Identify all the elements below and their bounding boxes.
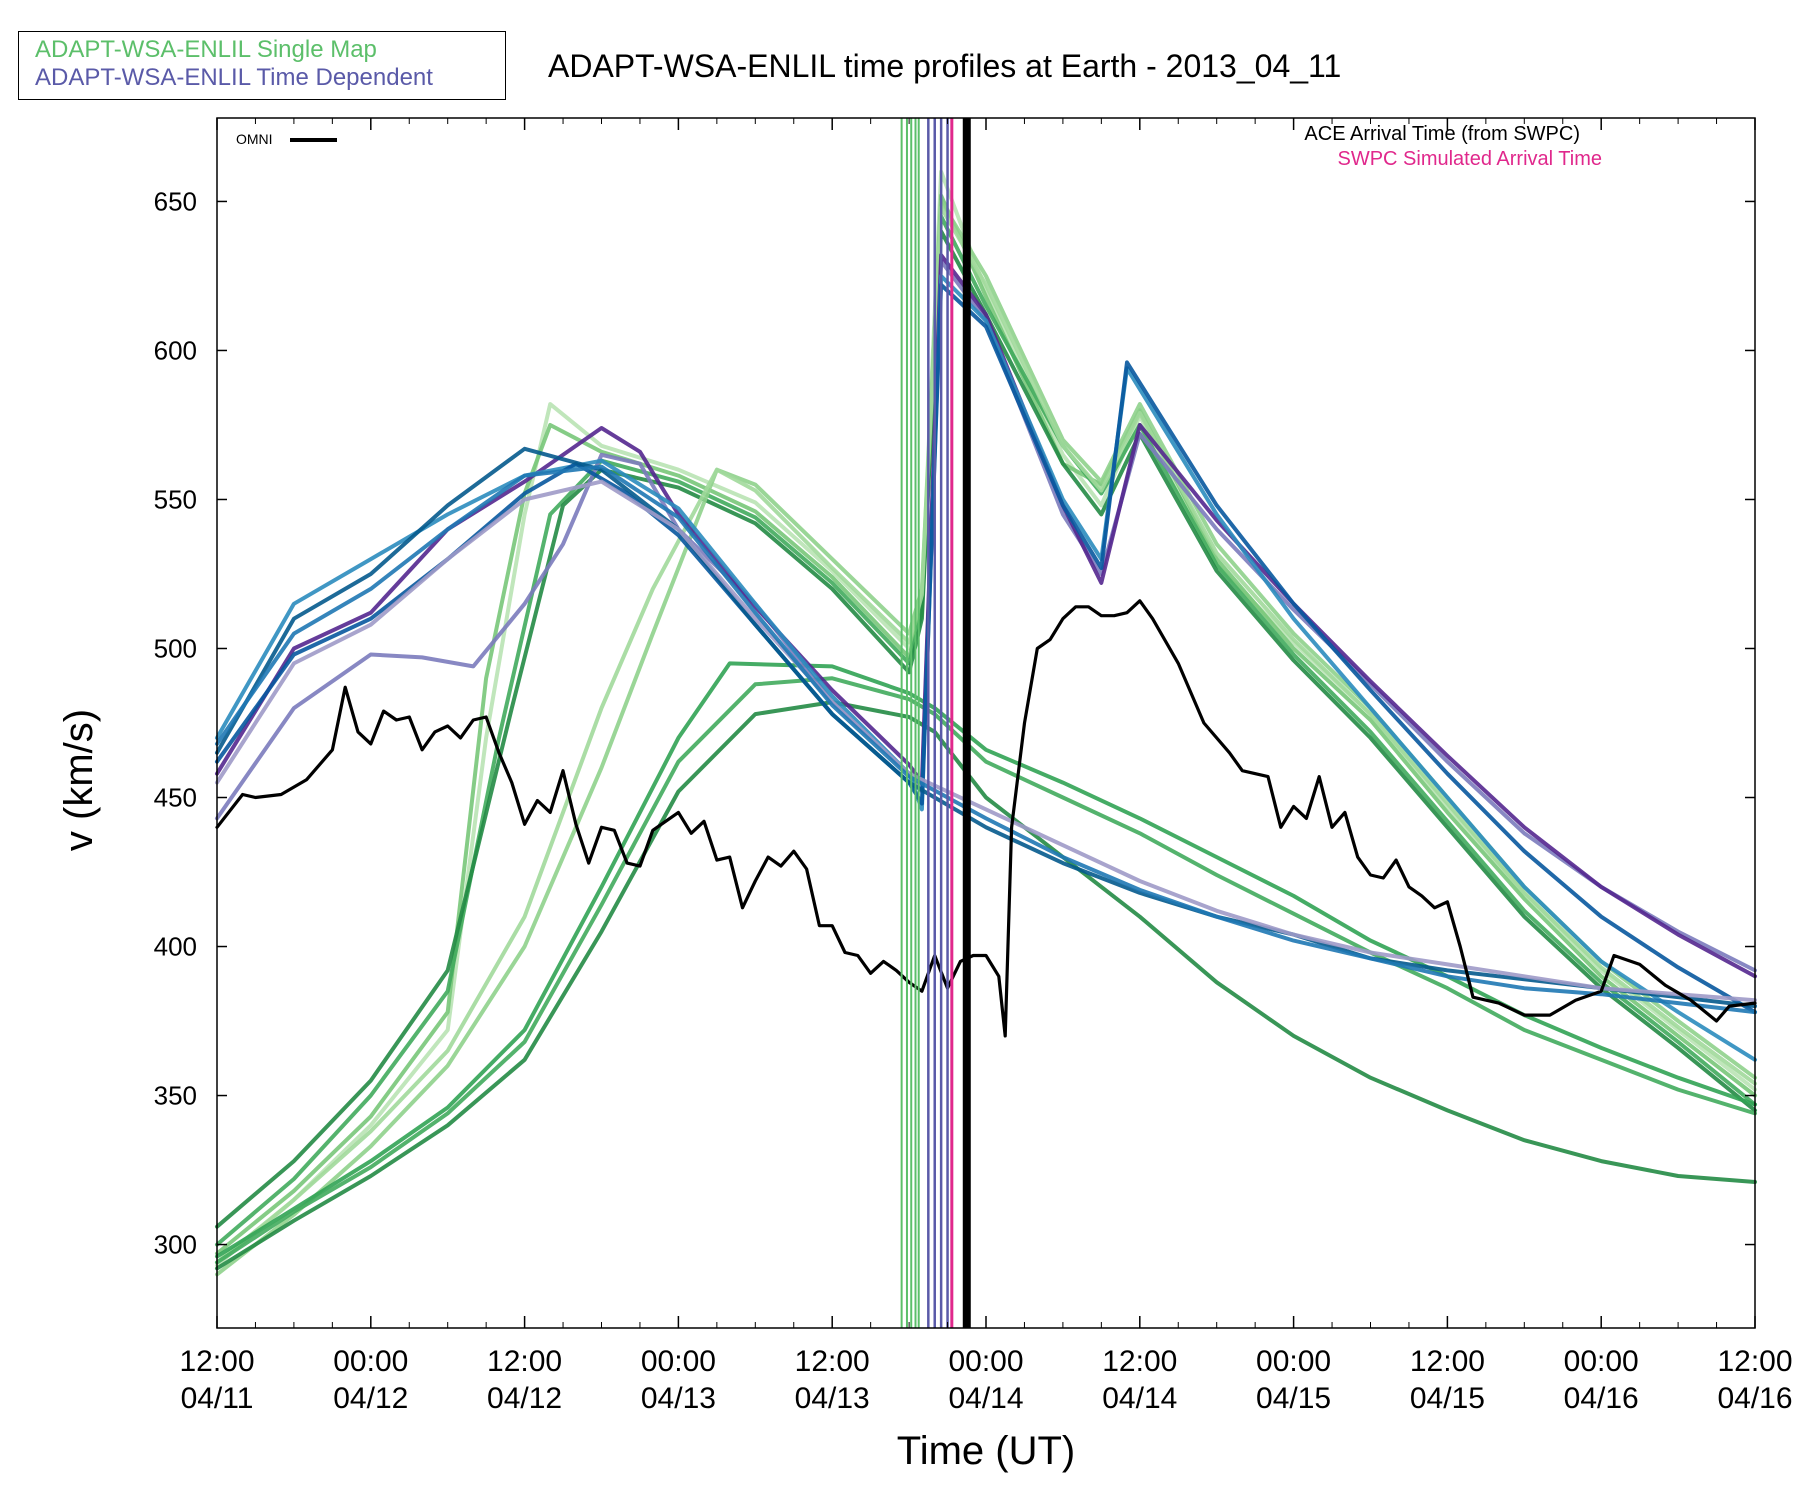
x-tick-label-time: 00:00 [1256, 1345, 1331, 1378]
x-tick-label-time: 12:00 [795, 1345, 870, 1378]
axis-ticks: 300 350 400 450 500 550 600 650 12:00 04/11 00:00 0… [154, 118, 1793, 1415]
model-series-line [215, 676, 1757, 1265]
x-tick-label-time: 12:00 [179, 1345, 254, 1378]
y-tick-label: 550 [154, 484, 197, 514]
model-series-line [215, 464, 1757, 1015]
y-tick-label: 300 [154, 1230, 197, 1260]
x-tick-label-time: 12:00 [1102, 1345, 1177, 1378]
x-tick-label-time: 12:00 [487, 1345, 562, 1378]
model-series-line [215, 205, 1757, 1265]
y-tick-label: 450 [154, 783, 197, 813]
x-tick-label-time: 12:00 [1410, 1345, 1485, 1378]
x-tick-label-date: 04/13 [795, 1382, 870, 1415]
legend-ace-arrival-label: ACE Arrival Time (from SWPC) [1304, 123, 1580, 145]
x-tick-label-date: 04/11 [181, 1382, 254, 1415]
model-series-line [215, 479, 1757, 1003]
model-series-line [215, 274, 1757, 1062]
x-tick-label-time: 00:00 [641, 1345, 716, 1378]
legend-single-map-label: ADAPT-WSA-ENLIL Single Map [35, 36, 377, 63]
y-axis-label: v (km/s) [57, 709, 101, 851]
y-tick-label: 500 [154, 633, 197, 663]
series-layer [215, 169, 1757, 1277]
legend-swpc-arrival-label: SWPC Simulated Arrival Time [1337, 148, 1602, 170]
y-tick-label: 350 [154, 1081, 197, 1111]
ensemble-legend: ADAPT-WSA-ENLIL Single Map ADAPT-WSA-ENL… [18, 31, 506, 100]
model-series-line [215, 282, 1757, 1015]
model-series-line [215, 446, 1757, 1009]
model-series-line [215, 700, 1757, 1271]
x-tick-label-date: 04/12 [333, 1382, 408, 1415]
x-tick-label-time: 12:00 [1717, 1345, 1792, 1378]
arrival-time-lines [900, 118, 971, 1328]
model-series-line [215, 259, 1757, 973]
y-tick-label: 600 [154, 335, 197, 365]
x-tick-label-time: 00:00 [1564, 1345, 1639, 1378]
x-tick-label-date: 04/12 [487, 1382, 562, 1415]
y-tick-label: 650 [154, 186, 197, 216]
y-tick-label: 400 [154, 932, 197, 962]
x-tick-label-date: 04/16 [1717, 1382, 1792, 1415]
chart-title: ADAPT-WSA-ENLIL time profiles at Earth -… [548, 48, 1342, 84]
model-series-line [215, 169, 1757, 1268]
x-tick-label-time: 00:00 [333, 1345, 408, 1378]
model-series-line [215, 214, 1757, 1247]
x-tick-label-date: 04/14 [948, 1382, 1023, 1415]
x-tick-label-date: 04/14 [1102, 1382, 1177, 1415]
legend-omni-label: OMNI [236, 131, 273, 147]
x-tick-label-time: 00:00 [948, 1345, 1023, 1378]
x-tick-label-date: 04/13 [641, 1382, 716, 1415]
x-tick-label-date: 04/16 [1564, 1382, 1639, 1415]
x-tick-label-date: 04/15 [1410, 1382, 1485, 1415]
model-series-line [215, 253, 1757, 979]
model-series-line [215, 229, 1757, 1229]
x-axis-label: Time (UT) [897, 1429, 1075, 1473]
legend-time-dependent-label: ADAPT-WSA-ENLIL Time Dependent [35, 64, 433, 91]
model-series-line [215, 661, 1757, 1259]
x-tick-label-date: 04/15 [1256, 1382, 1331, 1415]
